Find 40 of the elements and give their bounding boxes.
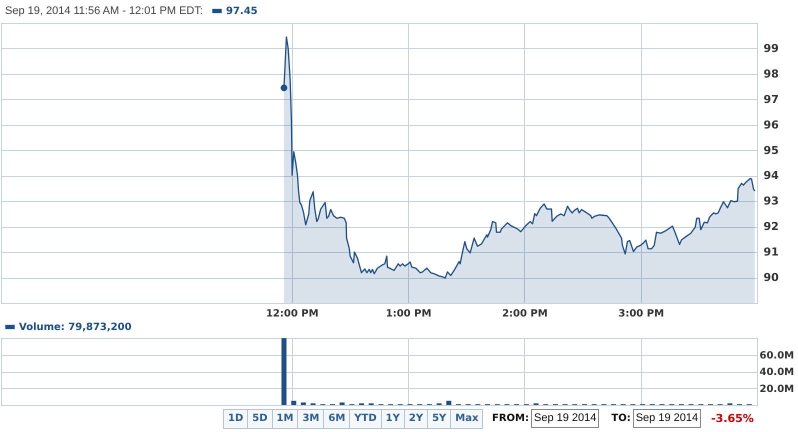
category-label: Max <box>450 409 484 429</box>
y-tick-label: 97 <box>764 92 779 106</box>
x-tick-label: 1:00 PM <box>386 308 432 320</box>
y-tick-label: 99 <box>764 42 779 55</box>
text: -3.65% <box>711 412 754 425</box>
category-label: 5D <box>247 409 273 429</box>
y-tick-label: 60.0M <box>760 350 794 362</box>
x-tick-label: 2:00 PM <box>502 308 548 320</box>
y-tick-label: 91 <box>764 246 779 259</box>
x-tick-label: 12:00 PM <box>266 308 319 320</box>
legend-label: 97.45 <box>226 6 258 17</box>
x-tick-label: 3:00 PM <box>618 308 664 320</box>
category-label: 2Y <box>404 409 428 429</box>
y-tick-label: 20.0M <box>760 384 794 395</box>
bar <box>340 402 345 405</box>
category-label: 5Y <box>427 409 452 429</box>
text: Sep 19 2014 <box>632 409 702 428</box>
category-label: 3M <box>297 409 324 429</box>
y-tick-label: 40.0M <box>760 367 794 378</box>
y-tick-label: 93 <box>764 194 779 208</box>
category-label: 6M <box>323 409 350 429</box>
bar <box>291 400 296 405</box>
y-tick-label: 96 <box>764 118 780 132</box>
legend-label: Volume: 79,873,200 <box>19 322 132 333</box>
y-tick-label: 90 <box>764 271 780 284</box>
category-label: 1M <box>272 409 298 429</box>
y-tick-label: 98 <box>764 67 779 80</box>
bar <box>281 338 286 405</box>
y-tick-label: 92 <box>764 220 779 234</box>
bar <box>446 400 452 405</box>
y-tick-label: 95 <box>764 144 779 157</box>
text: Sep 19 2014 <box>530 409 600 428</box>
text: FROM: <box>492 413 529 424</box>
bar <box>300 402 306 405</box>
category-label: YTD <box>349 409 382 429</box>
category-label: 1D <box>223 409 248 429</box>
legend-title: Sep 19, 2014 11:56 AM - 12:01 PM EDT: <box>5 5 203 17</box>
y-tick-label: 94 <box>764 169 780 182</box>
text: TO: <box>611 413 631 424</box>
category-label: 1Y <box>380 409 405 429</box>
